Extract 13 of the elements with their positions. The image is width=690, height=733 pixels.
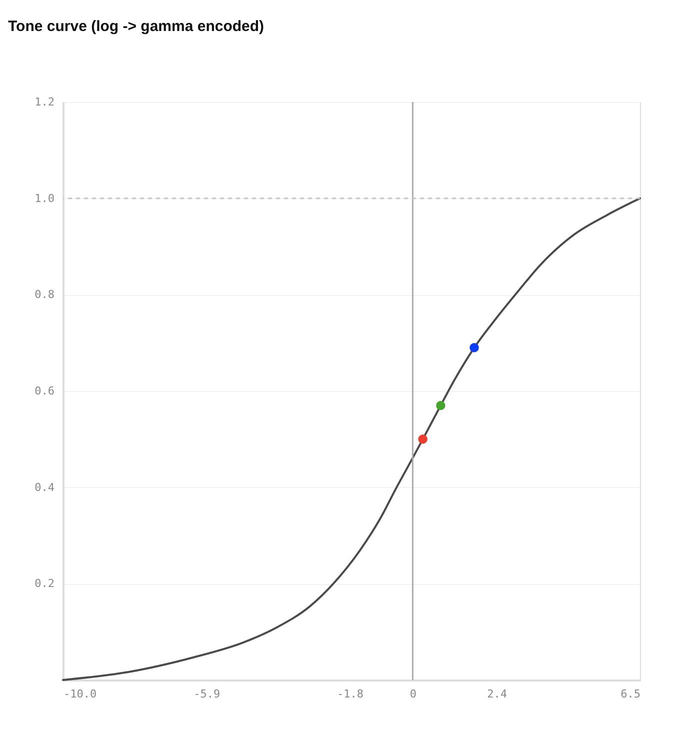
x-tick-label: 0 <box>410 688 417 700</box>
y-tick-label: 0.2 <box>34 577 54 590</box>
y-tick-label: 1.2 <box>34 96 54 108</box>
chart-title: Tone curve (log -> gamma encoded) <box>8 18 264 35</box>
y-tick-label: 0.4 <box>34 480 55 494</box>
y-tick-label: 1.0 <box>34 192 54 205</box>
x-tick-label: -10.0 <box>64 688 97 700</box>
x-tick-label: 2.4 <box>487 688 508 700</box>
x-tick-label: 6.5 <box>620 688 640 700</box>
x-tick-label: -5.9 <box>194 688 220 700</box>
x-tick-label: -1.8 <box>337 688 364 700</box>
y-tick-label: 0.6 <box>34 384 54 398</box>
y-tick-label: 0.8 <box>34 288 54 302</box>
